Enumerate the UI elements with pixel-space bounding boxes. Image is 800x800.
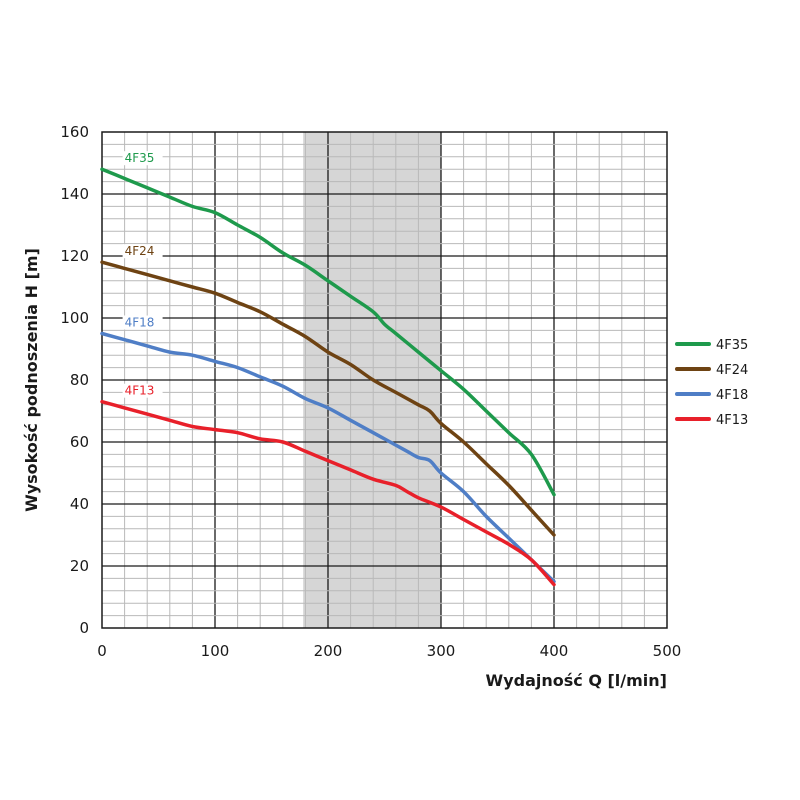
curve-label-bg-4f24 [122,244,163,259]
y-tick-label: 160 [60,123,89,141]
y-tick-label: 80 [70,371,89,389]
x-tick-label: 300 [427,642,456,660]
legend-label-4f13: 4F13 [716,413,748,428]
y-tick-labels: 0 20 40 60 80 100 120 140 160 [60,123,89,637]
curve-label-bg-4f35 [122,151,163,166]
series-line-4f24 [100,260,556,537]
x-tick-label: 100 [201,642,230,660]
series-curve-labels: 4F35 4F24 4F18 4F13 [122,151,163,398]
y-tick-label: 100 [60,309,89,327]
y-tick-label: 60 [70,433,89,451]
curve-label-4f24: 4F24 [125,244,155,258]
series-line-4f35 [100,167,556,497]
grid-layer [102,132,667,628]
plot-frame-layer [101,131,668,629]
x-tick-label: 200 [314,642,343,660]
x-tick-label: 500 [653,642,682,660]
curve-label-bg-4f13 [122,383,163,398]
x-tick-label: 400 [540,642,569,660]
y-tick-label: 40 [70,495,89,513]
y-tick-label: 0 [79,619,89,637]
curve-label-bg-4f18 [122,315,163,330]
y-tick-label: 120 [60,247,89,265]
curve-label-4f35: 4F35 [125,151,155,165]
y-tick-label: 20 [70,557,89,575]
legend-label-4f18: 4F18 [716,388,748,403]
series-line-4f18 [100,331,556,584]
x-tick-label: 0 [97,642,107,660]
series-curves [100,167,556,587]
series-line-4f13 [100,399,556,587]
curve-label-4f18: 4F18 [125,316,155,330]
plot-frame [101,131,668,629]
y-tick-label: 140 [60,185,89,203]
legend-label-4f24: 4F24 [716,363,748,378]
legend-label-4f35: 4F35 [716,338,748,353]
curve-label-4f13: 4F13 [125,384,155,398]
x-axis-title: Wydajność Q [l/min] [486,671,667,690]
x-tick-labels: 0 100 200 300 400 500 [97,642,681,660]
y-axis-title: Wysokość podnoszenia H [m] [22,248,41,512]
legend: 4F35 4F24 4F18 4F13 [675,338,748,428]
